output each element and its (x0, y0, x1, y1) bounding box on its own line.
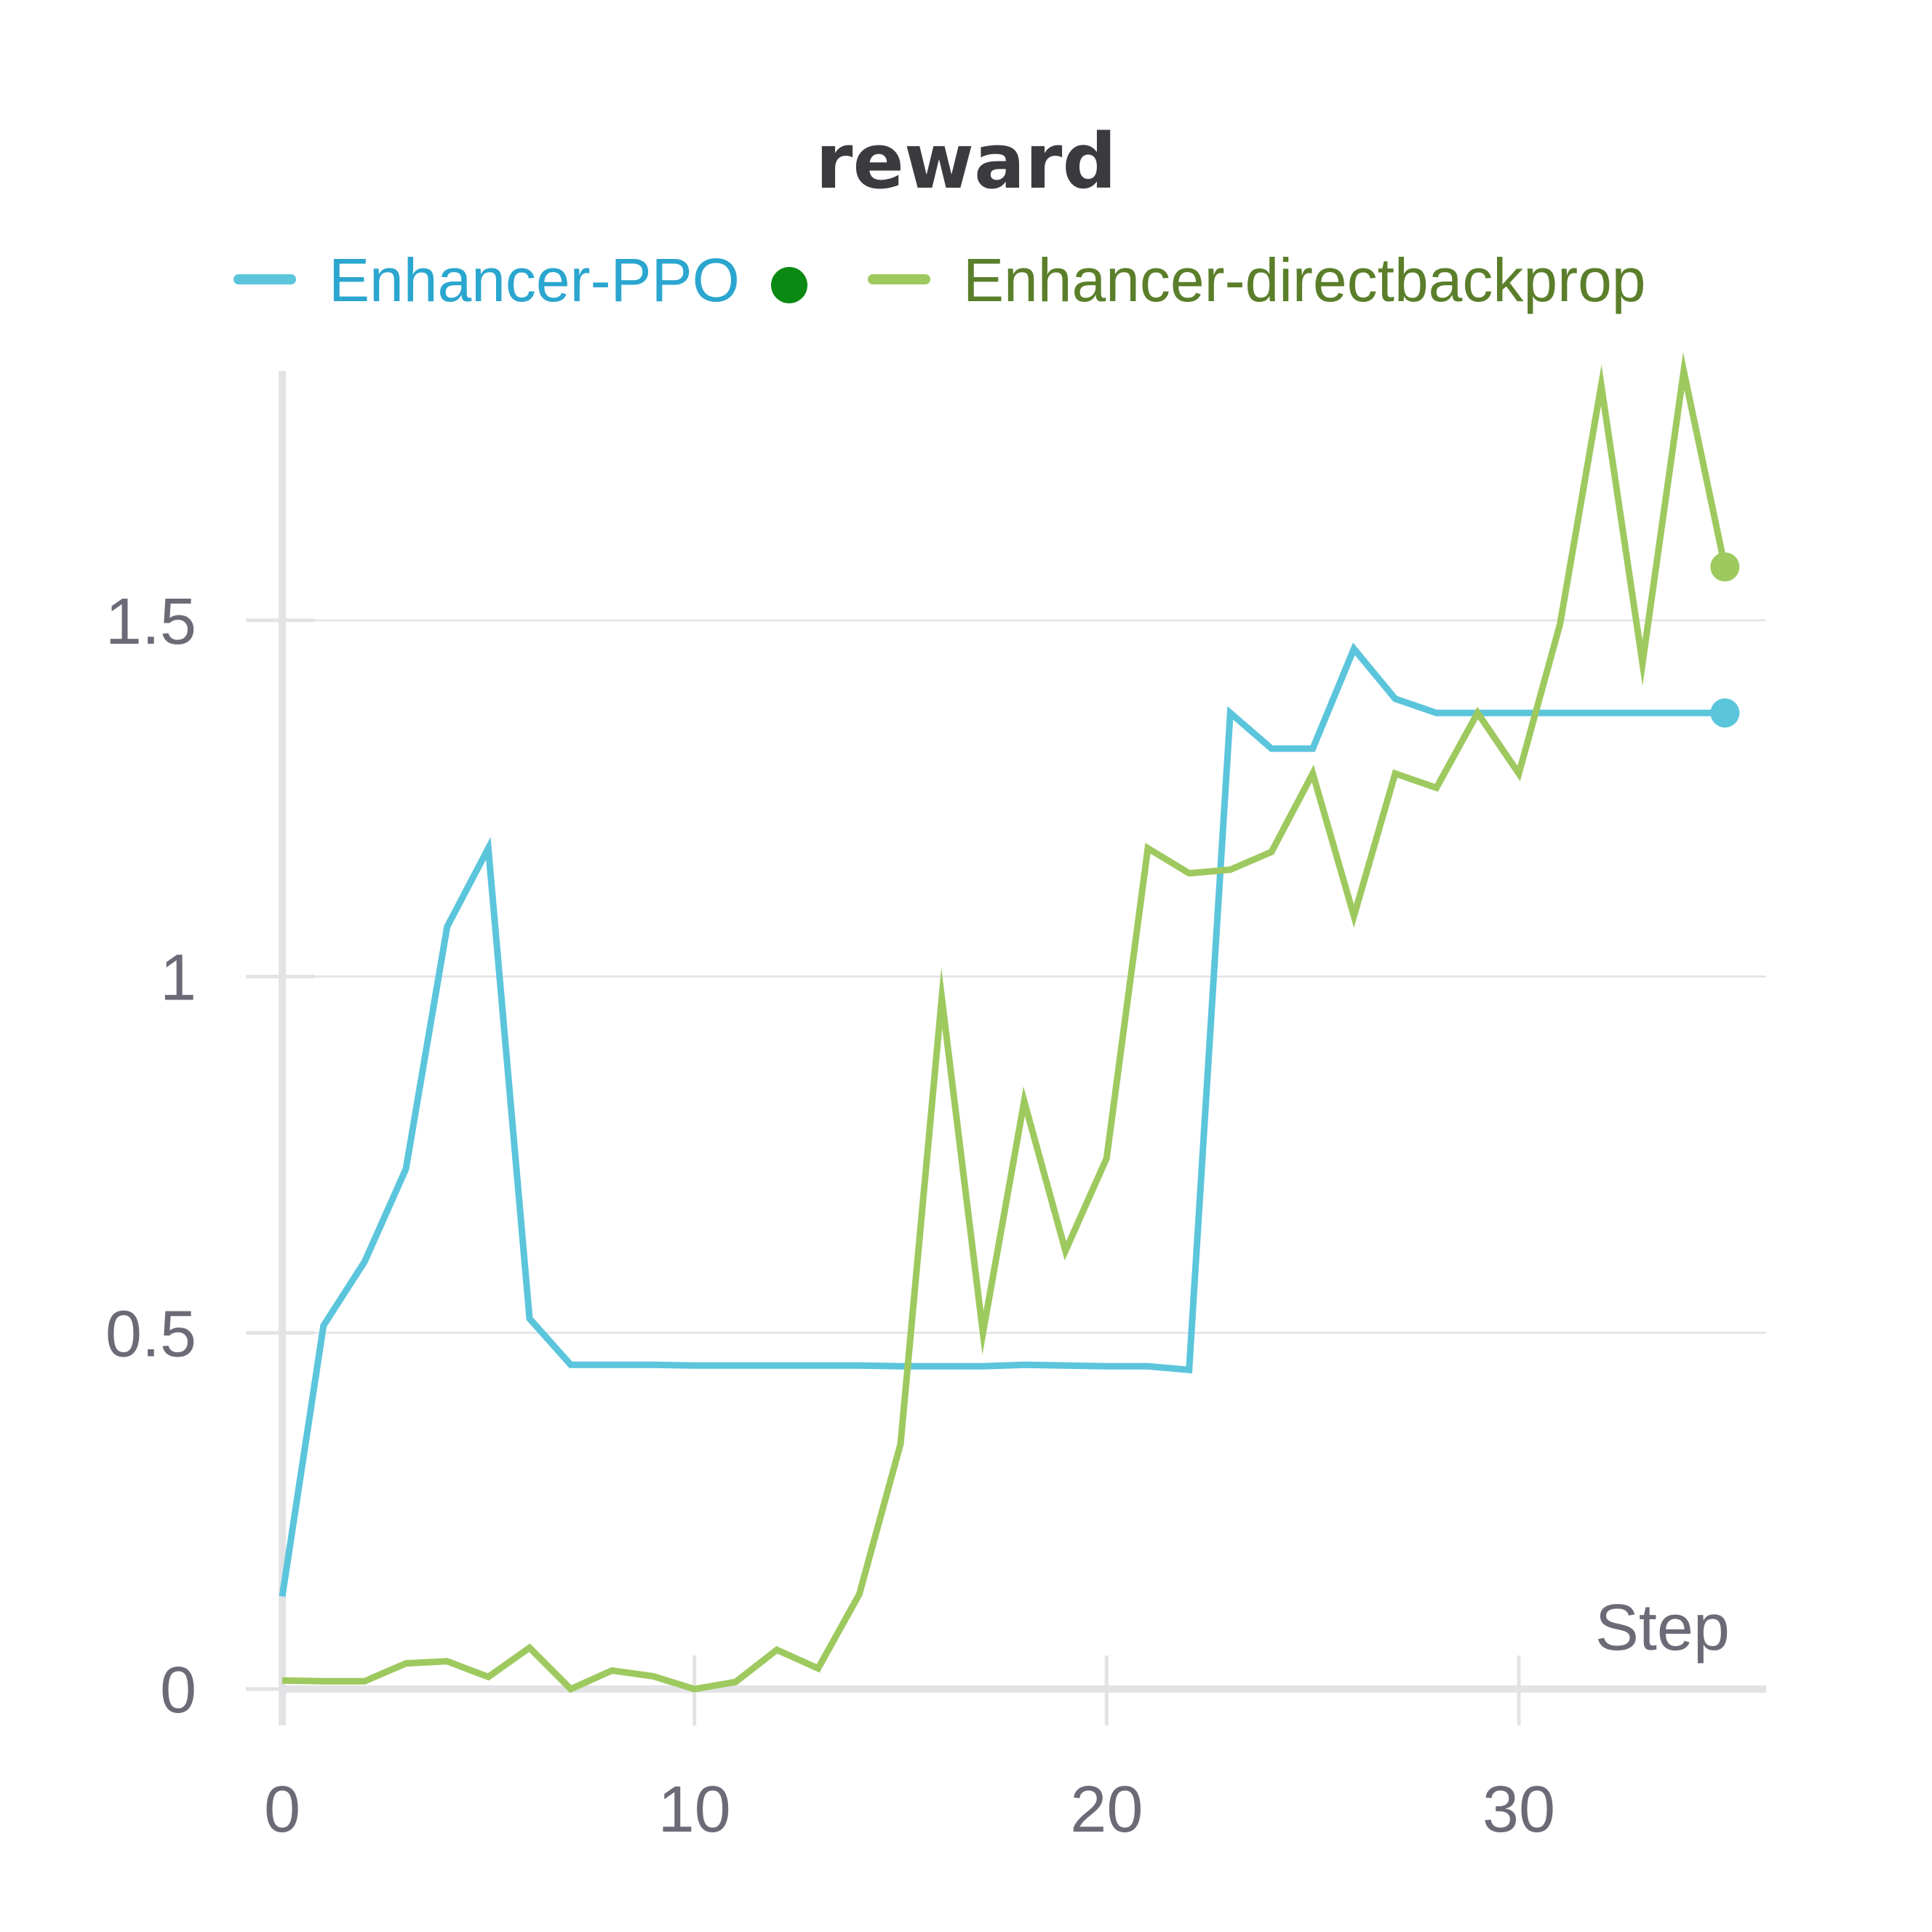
axes (246, 371, 1766, 1725)
x-tick-label: 20 (1070, 1773, 1143, 1846)
legend: Enhancer-PPO Enhancer-directbackprop (233, 246, 1646, 314)
chart-title: reward (815, 117, 1117, 206)
y-tick-label: 0.5 (105, 1298, 196, 1370)
y-tick-label: 1 (160, 942, 196, 1015)
x-tick-label: 30 (1482, 1773, 1555, 1846)
y-tick-label: 1.5 (105, 586, 196, 658)
gridlines (282, 619, 1766, 1334)
series-line-1 (282, 351, 1728, 1693)
series-end-marker-1 (1710, 552, 1740, 582)
x-axis-label: Step (1595, 1592, 1730, 1664)
y-tick-label: 0 (160, 1654, 196, 1727)
series-lines (279, 351, 1740, 1693)
x-tick-label: 0 (264, 1773, 300, 1846)
tick-labels: 0 0.5 1 1.5 0 10 20 30 (105, 586, 1555, 1846)
legend-label-0: Enhancer-PPO (329, 246, 740, 314)
legend-marker-dot (771, 267, 807, 303)
x-tick-label: 10 (658, 1773, 731, 1846)
legend-label-1: Enhancer-directbackprop (963, 246, 1646, 314)
series-end-marker-0 (1710, 698, 1740, 728)
series-line-0 (279, 642, 1725, 1597)
